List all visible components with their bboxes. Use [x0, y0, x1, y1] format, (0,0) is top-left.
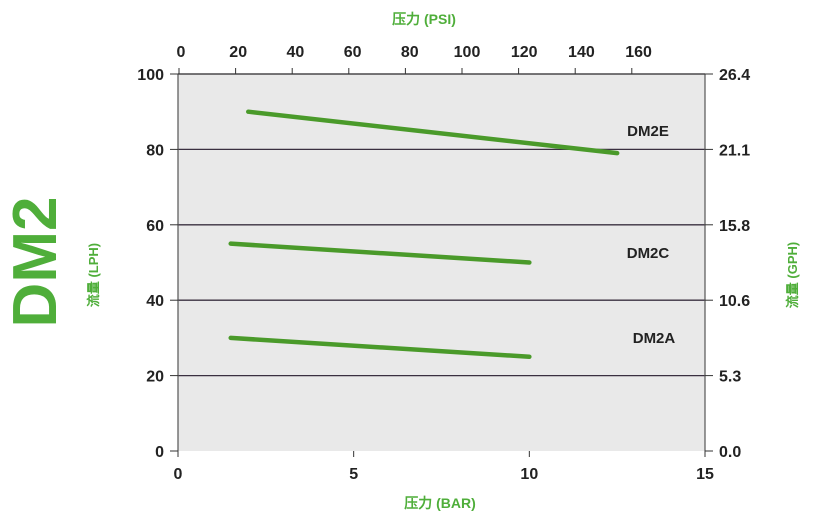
series-label-dm2a: DM2A	[633, 330, 676, 347]
series-label-dm2e: DM2E	[627, 123, 669, 140]
x2-tick-label: 60	[344, 44, 362, 61]
y-axis-label: 流量 (LPH)	[86, 243, 101, 307]
y2-axis-label: 流量 (GPH)	[785, 242, 800, 308]
y-tick-label: 100	[137, 67, 164, 84]
y2-tick-label: 10.6	[719, 293, 750, 310]
plot-area	[178, 74, 705, 451]
x2-tick-label: 160	[625, 44, 652, 61]
x2-tick-label: 120	[511, 44, 538, 61]
x2-tick-label: 40	[287, 44, 305, 61]
series-line-dm2e	[246, 109, 620, 156]
x-tick-label: 15	[696, 466, 714, 483]
x2-tick-label: 140	[568, 44, 595, 61]
chart-title: DM2	[1, 197, 70, 328]
series-line-dm2a	[228, 335, 532, 359]
y2-tick-label: 0.0	[719, 444, 741, 461]
y-tick-label: 80	[146, 142, 164, 159]
series-label-dm2c: DM2C	[627, 245, 670, 262]
x2-axis-label: 压力 (PSI)	[392, 11, 456, 27]
x2-tick-label: 80	[401, 44, 419, 61]
x2-tick-label: 100	[454, 44, 481, 61]
y2-tick-label: 15.8	[719, 218, 750, 235]
x-tick-label: 10	[520, 466, 538, 483]
x-tick-label: 0	[174, 466, 183, 483]
y2-tick-label: 21.1	[719, 142, 750, 159]
y-tick-label: 0	[155, 444, 164, 461]
y-tick-label: 20	[146, 369, 164, 386]
y-tick-label: 60	[146, 218, 164, 235]
x-tick-label: 5	[349, 466, 358, 483]
y-tick-label: 40	[146, 293, 164, 310]
x-axis-label: 压力 (BAR)	[404, 495, 476, 511]
x2-tick-label: 20	[229, 44, 247, 61]
y2-tick-label: 26.4	[719, 67, 750, 84]
x2-tick-label: 0	[177, 44, 186, 61]
y2-tick-label: 5.3	[719, 369, 741, 386]
series-line-dm2c	[228, 241, 532, 265]
